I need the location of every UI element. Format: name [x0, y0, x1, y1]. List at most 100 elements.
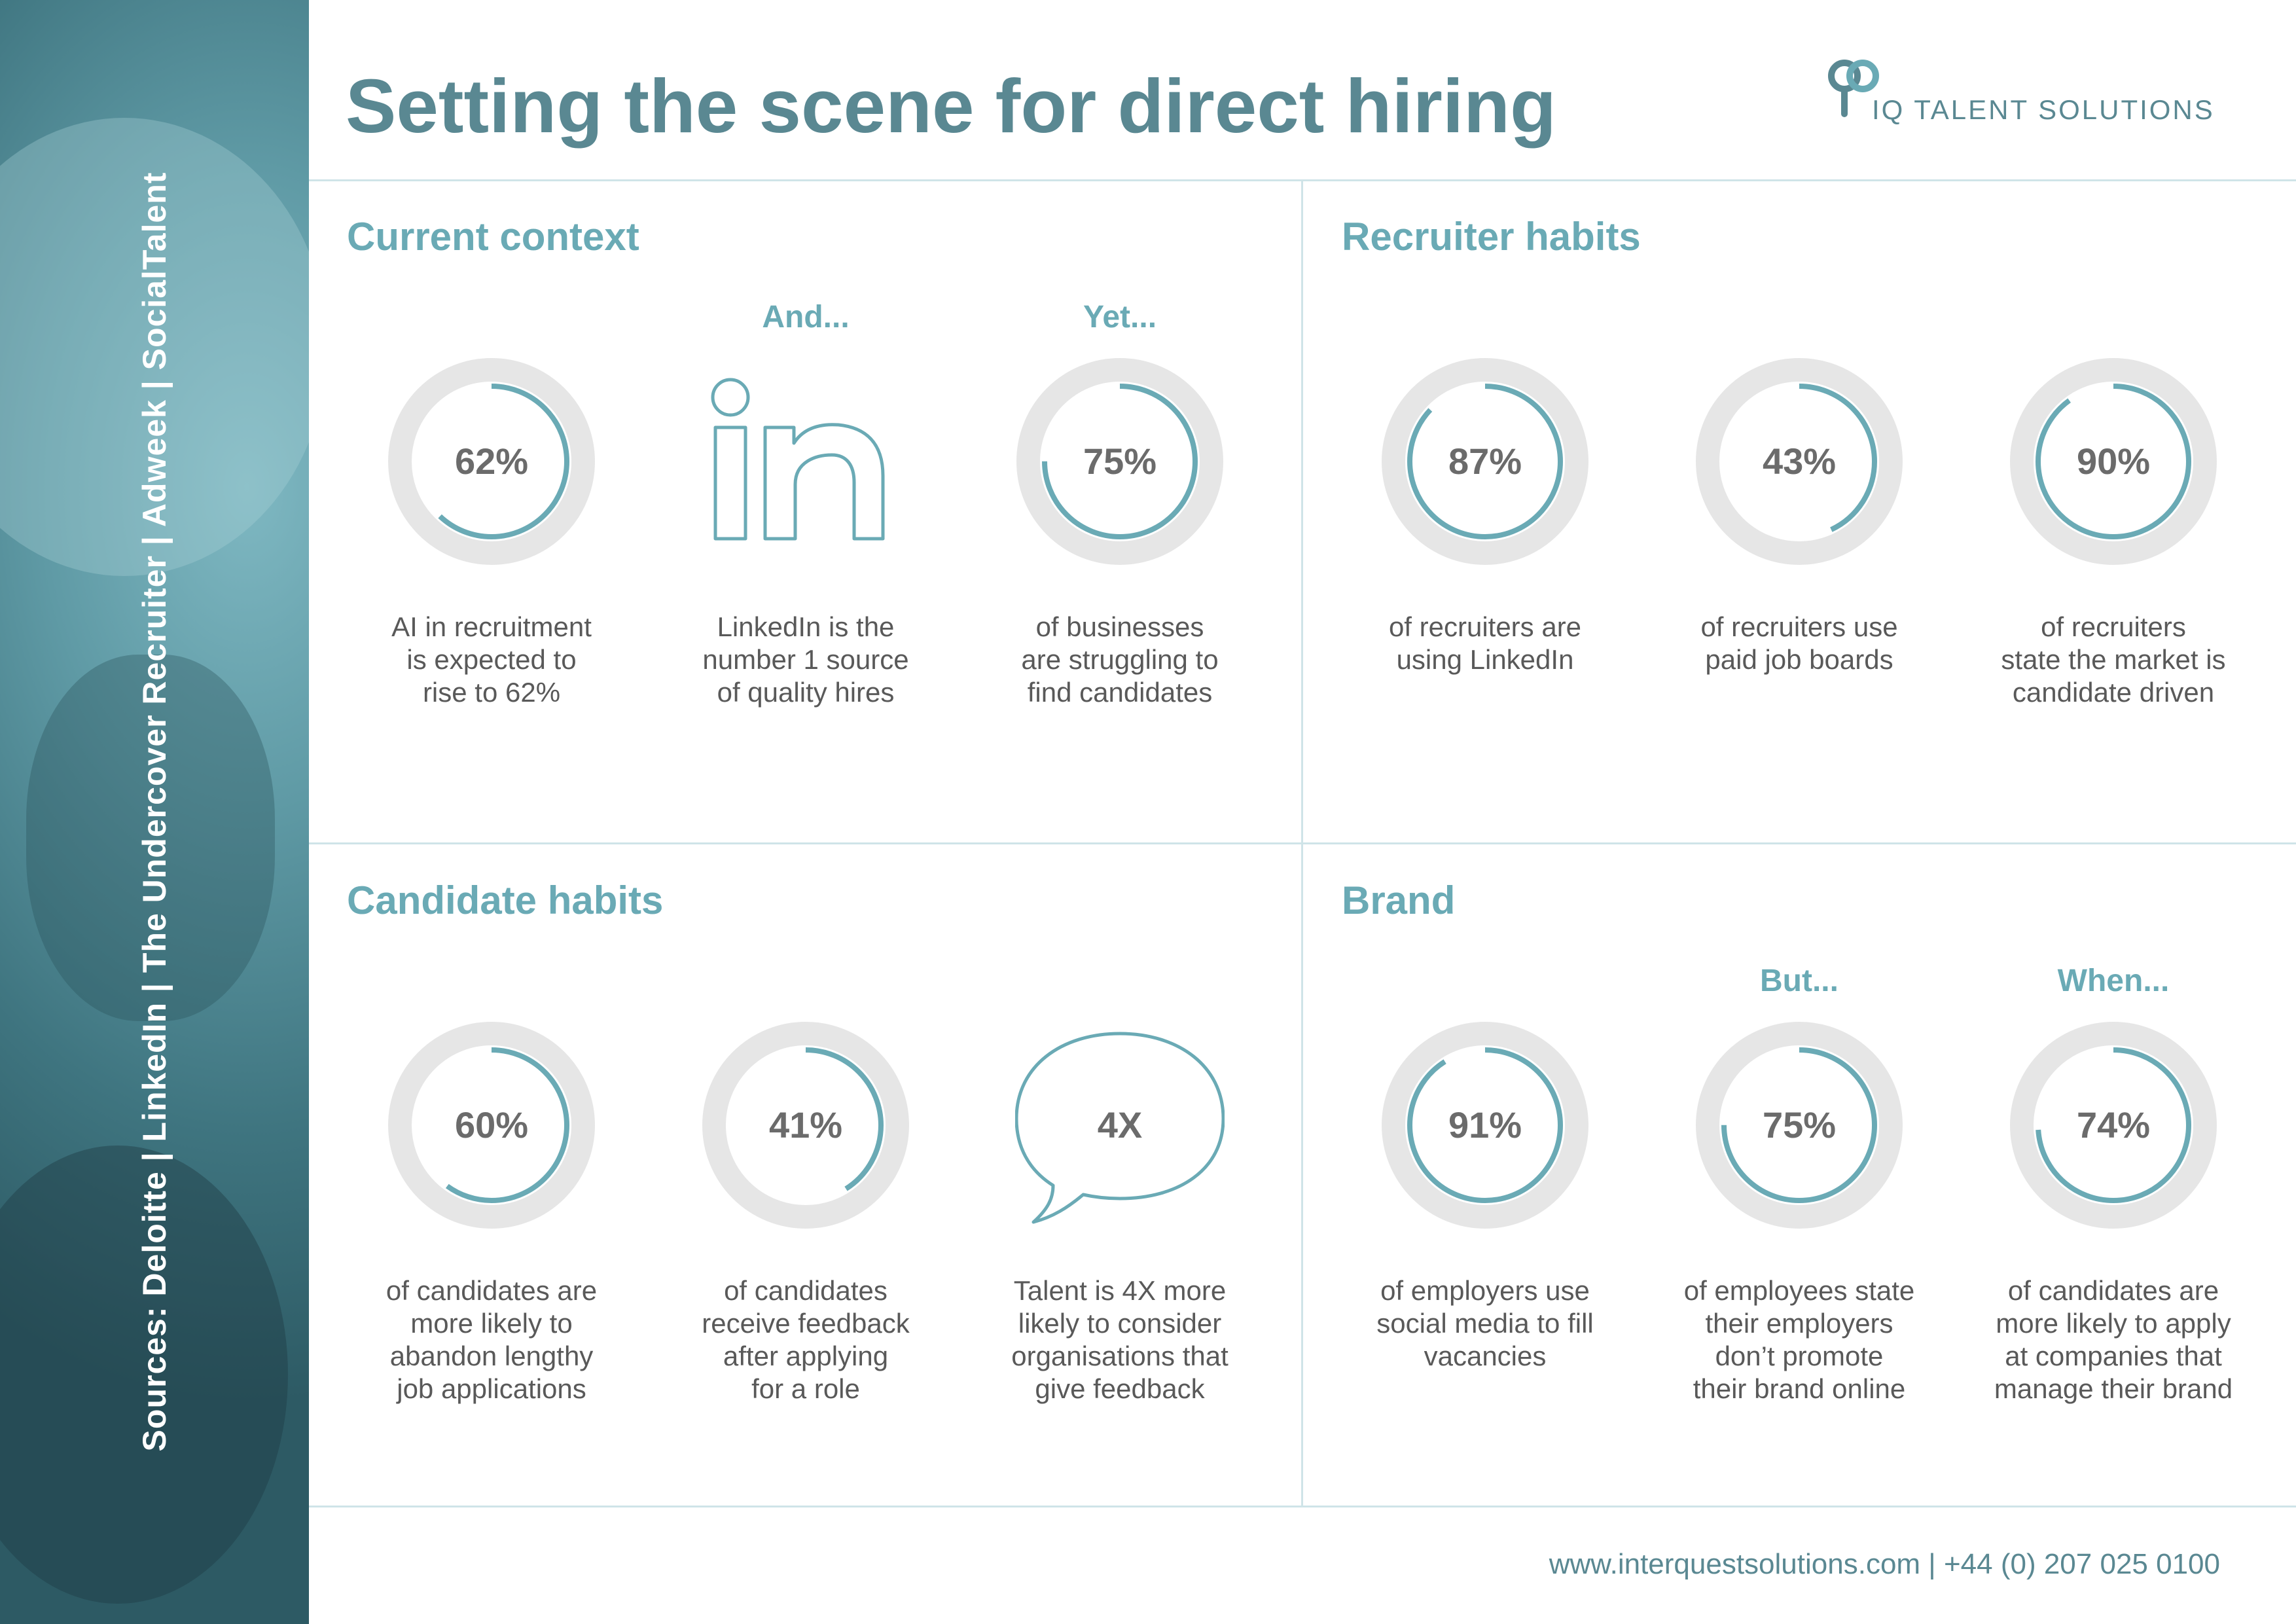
stat-description: AI in recruitment is expected to rise to 6…	[334, 611, 649, 709]
stat-description: of businesses are struggling to find candi…	[963, 611, 1277, 709]
gauge-progress-arc	[414, 1047, 569, 1203]
gauge-track	[2010, 1022, 2217, 1229]
gauge-track	[1016, 358, 1223, 565]
footer-website-link[interactable]: www.interquestsolutions.com	[1549, 1548, 1921, 1580]
description-line: of candidates are	[386, 1275, 598, 1306]
stat-description: of recruiters use paid job boards	[1642, 611, 1956, 676]
stat-value: 87%	[1448, 441, 1522, 482]
donut-gauge	[702, 1022, 909, 1229]
description-line: receive feedback	[702, 1308, 910, 1339]
sidebar-photo-highlight	[0, 118, 309, 576]
stat-lead-in: When...	[2057, 964, 2170, 998]
description-line: give feedback	[1035, 1373, 1205, 1404]
description-line: of recruiters	[2041, 611, 2186, 642]
stat-description: of candidates are more likely to abandon l…	[334, 1274, 649, 1405]
stat-lead-in: Yet...	[1083, 300, 1157, 334]
gauge-track	[702, 1022, 909, 1229]
stat-value: 90%	[2076, 441, 2151, 482]
description-line: LinkedIn is the	[717, 611, 895, 642]
description-line: of recruiters are	[1388, 611, 1582, 642]
donut-gauge	[1382, 1022, 1588, 1229]
gauge-progress-arc	[1721, 384, 1877, 539]
description-line: social media to fill	[1376, 1308, 1594, 1339]
stat-value: 41%	[768, 1104, 843, 1146]
gauge-progress-arc	[1407, 384, 1563, 539]
gauge-track	[388, 358, 595, 565]
sidebar-photo-hand	[26, 655, 275, 1021]
stat-description: of employers use social media to fill vaca…	[1328, 1274, 1642, 1373]
gauge-progress-arc	[2036, 1047, 2191, 1203]
section-title-current-context: Current context	[347, 215, 639, 259]
gauge-track	[1382, 358, 1588, 565]
section-title-brand: Brand	[1342, 878, 1456, 922]
stat-description: of recruiters state the market is candidat…	[1956, 611, 2270, 709]
gauge-track	[1382, 1022, 1588, 1229]
description-line: their employers	[1705, 1308, 1893, 1339]
section-title-recruiter-habits: Recruiter habits	[1342, 215, 1641, 259]
stat-lead-in: But...	[1760, 964, 1839, 998]
divider-vertical	[1301, 181, 1303, 1506]
gauge-progress-arc	[1407, 1047, 1563, 1203]
description-line: more likely to	[410, 1308, 573, 1339]
divider-bottom	[309, 1506, 2296, 1507]
sidebar-photo-shadow	[0, 1146, 288, 1604]
description-line: of recruiters use	[1700, 611, 1898, 642]
description-line: paid job boards	[1705, 644, 1893, 675]
donut-gauge	[1382, 358, 1588, 565]
description-line: don’t promote	[1715, 1341, 1884, 1371]
stat-description: LinkedIn is the number 1 source of quality…	[649, 611, 963, 709]
description-line: of businesses	[1035, 611, 1204, 642]
description-line: organisations that	[1011, 1341, 1229, 1371]
gauge-progress-arc	[2036, 384, 2191, 539]
sidebar-image-panel	[0, 0, 309, 1624]
stat-lead-in: And...	[762, 300, 850, 334]
logo-text: IQ TALENT SOLUTIONS	[1872, 94, 2215, 125]
gauge-progress-arc	[1721, 1047, 1877, 1203]
stat-description: of candidates receive feedback after apply…	[649, 1274, 963, 1405]
section-title-candidate-habits: Candidate habits	[347, 878, 664, 922]
description-line: more likely to apply	[1996, 1308, 2231, 1339]
stat-value: 43%	[1762, 441, 1837, 482]
stat-value: 4X	[1097, 1104, 1143, 1146]
gauge-track	[2010, 358, 2217, 565]
gauge-track	[1696, 358, 1903, 565]
description-line: of candidates	[724, 1275, 888, 1306]
iq-monogram-icon	[1828, 60, 1879, 117]
description-line: manage their brand	[1994, 1373, 2233, 1404]
description-line: likely to consider	[1018, 1308, 1222, 1339]
stat-value: 60%	[454, 1104, 529, 1146]
sources-text: Sources: Deloitte | LinkedIn | The Under…	[136, 171, 173, 1452]
description-line: number 1 source	[702, 644, 909, 675]
donut-gauge	[1696, 358, 1903, 565]
company-logo: IQ TALENT SOLUTIONS	[1825, 55, 2231, 127]
donut-gauge	[1696, 1022, 1903, 1229]
donut-gauge	[2010, 1022, 2217, 1229]
speech-bubble-icon	[1015, 1032, 1225, 1224]
description-line: using LinkedIn	[1396, 644, 1574, 675]
description-line: Talent is 4X more	[1013, 1275, 1227, 1306]
donut-gauge	[1016, 358, 1223, 565]
description-line: of employees state	[1683, 1275, 1915, 1306]
description-line: is expected to	[406, 644, 577, 675]
page-title: Setting the scene for direct hiring	[346, 63, 1556, 149]
stat-value: 75%	[1762, 1104, 1837, 1146]
description-line: rise to 62%	[422, 677, 561, 708]
description-line: abandon lengthy	[389, 1341, 594, 1371]
description-line: candidate driven	[2012, 677, 2215, 708]
donut-gauge	[388, 1022, 595, 1229]
stat-description: Talent is 4X more likely to consider organ…	[963, 1274, 1277, 1405]
description-line: for a role	[751, 1373, 860, 1404]
description-line: at companies that	[2005, 1341, 2222, 1371]
description-line: job applications	[397, 1373, 586, 1404]
stat-description: of employees state their employers don’t p…	[1642, 1274, 1956, 1405]
description-line: are struggling to	[1021, 644, 1219, 675]
gauge-track	[1696, 1022, 1903, 1229]
stat-value: 75%	[1083, 441, 1157, 482]
description-line: of quality hires	[717, 677, 895, 708]
description-line: find candidates	[1027, 677, 1213, 708]
description-line: vacancies	[1424, 1341, 1547, 1371]
stat-description: of recruiters are using LinkedIn	[1328, 611, 1642, 676]
footer-contact: www.interquestsolutions.com | +44 (0) 20…	[1549, 1545, 2220, 1584]
description-line: of employers use	[1380, 1275, 1590, 1306]
gauge-progress-arc	[728, 1047, 884, 1203]
